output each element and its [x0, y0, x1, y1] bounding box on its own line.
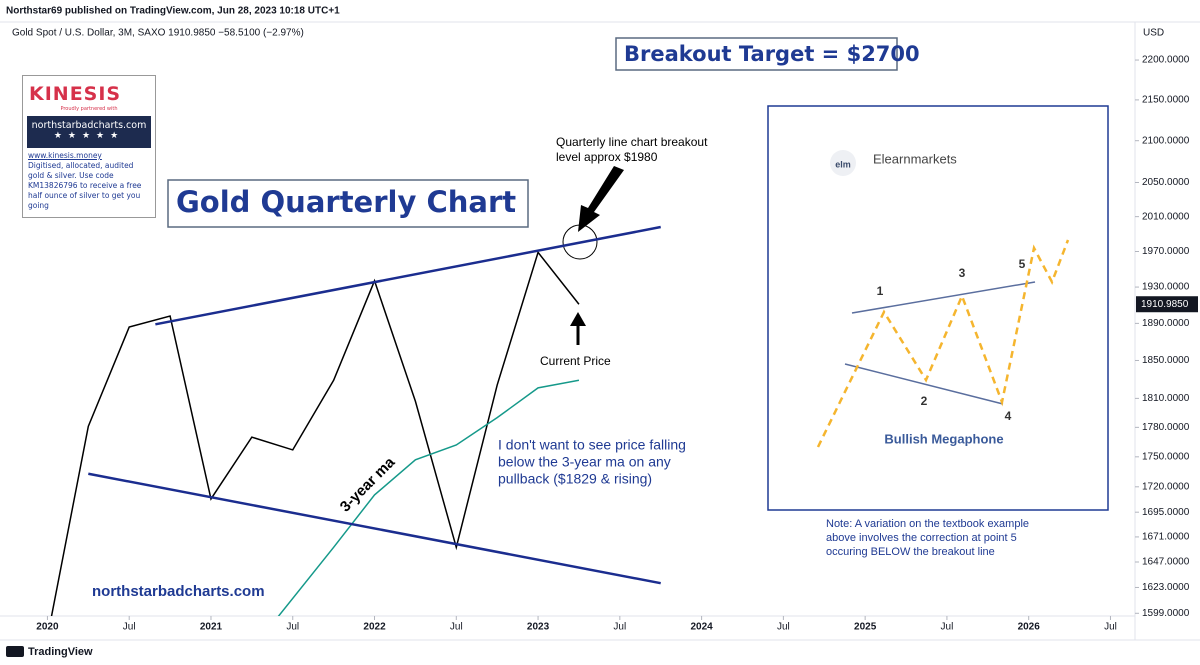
breakout-note: level approx $1980 [556, 150, 658, 164]
breakout-arrow [578, 166, 624, 232]
inset-point: 1 [877, 284, 884, 298]
title-box [167, 179, 529, 228]
current-arrow-head [570, 312, 586, 326]
x-tick-label: Jul [450, 622, 463, 633]
note: occuring BELOW the breakout line [826, 546, 995, 558]
inset-logo-text: elm [835, 159, 851, 169]
x-tick-label: 2021 [200, 622, 223, 633]
x-tick-label: Jul [1104, 622, 1117, 633]
warning: pullback ($1829 & rising) [498, 471, 652, 487]
ma-label: 3-year ma [337, 453, 399, 515]
inset-point: 3 [959, 266, 966, 280]
y-tick-label: 1930.0000 [1142, 282, 1190, 293]
kinesis-url: www.kinesis.money [28, 151, 102, 160]
partner-banner: northstarbadcharts.com ★★★★★ [27, 116, 151, 148]
y-tick-label: 1720.0000 [1142, 481, 1190, 492]
inset-point: 5 [1019, 257, 1026, 271]
warning: I don't want to see price falling [498, 437, 686, 453]
y-tick-label: 2150.0000 [1142, 95, 1190, 106]
inset [767, 105, 1109, 511]
y-tick-label: 1780.0000 [1142, 422, 1190, 433]
y-tick-label: 1671.0000 [1142, 532, 1190, 543]
y-tick-label: 1850.0000 [1142, 355, 1190, 366]
publisher: Northstar69 published on TradingView.com… [6, 6, 340, 17]
inset-upper [851, 281, 1036, 314]
breakout-note: Quarterly line chart breakout [556, 135, 708, 149]
y-tick-label: 2010.0000 [1142, 211, 1190, 222]
y-tick-label: 1695.0000 [1142, 507, 1190, 518]
partner: northstarbadcharts.com [31, 120, 147, 131]
inset-point: 2 [921, 394, 928, 408]
x-tick-label: Jul [613, 622, 626, 633]
site: northstarbadcharts.com [92, 583, 265, 600]
kinesis-box: KINESIS Proudly partnered with northstar… [22, 75, 156, 218]
x-tick-label: Jul [123, 622, 136, 633]
y-tick-label: 1810.0000 [1142, 393, 1190, 404]
kinesis-offer: Digitised, allocated, audited gold & sil… [28, 161, 142, 210]
inset-logo [830, 150, 856, 176]
y-tick-label: 1890.0000 [1142, 318, 1190, 329]
currency: USD [1143, 28, 1164, 39]
inset-lower [844, 363, 1004, 405]
kinesis-brand: KINESIS [29, 83, 122, 105]
x-tick-label: 2024 [690, 622, 713, 633]
series-line [277, 379, 580, 616]
inset-brand: Elearnmarkets [873, 151, 957, 166]
x-tick-label: 2020 [36, 622, 59, 633]
x-tick-label: 2023 [527, 622, 550, 633]
breakout-circle [562, 224, 598, 260]
y-tick-label: 2200.0000 [1142, 55, 1190, 66]
warning: below the 3-year ma on any [498, 454, 671, 470]
y-tick-label: 1599.0000 [1142, 608, 1190, 619]
x-tick-label: Jul [286, 622, 299, 633]
inset-caption: Bullish Megaphone [884, 431, 1003, 446]
tv-logo [6, 646, 24, 657]
x-tick-label: Jul [941, 622, 954, 633]
inset-point: 4 [1005, 409, 1012, 423]
y-tick-label: 1647.0000 [1142, 557, 1190, 568]
target: Breakout Target = $2700 [624, 42, 920, 66]
plot [50, 225, 661, 616]
price-tag [1136, 296, 1198, 313]
x-tick-label: Jul [777, 622, 790, 633]
series-line [50, 250, 580, 616]
y-tick-label: 1970.0000 [1142, 246, 1190, 257]
note: above involves the correction at point 5 [826, 532, 1017, 544]
y-tick-label: 1750.0000 [1142, 451, 1190, 462]
symbol: Gold Spot / U.S. Dollar, 3M, SAXO 1910.9… [12, 28, 304, 39]
trendline [88, 472, 661, 585]
stars: ★★★★★ [53, 131, 125, 141]
target-box [615, 37, 898, 71]
y-tick-label: 2100.0000 [1142, 135, 1190, 146]
price-tag-label: 1910.9850 [1141, 299, 1189, 310]
kinesis-text: www.kinesis.money Digitised, allocated, … [23, 148, 155, 211]
inset-zigzag [816, 239, 1070, 448]
note: Note: A variation on the textbook exampl… [826, 518, 1029, 530]
x-tick-label: 2026 [1018, 622, 1041, 633]
y-tick-label: 2050.0000 [1142, 177, 1190, 188]
trendline [155, 225, 661, 326]
title: Gold Quarterly Chart [176, 185, 516, 219]
y-tick-label: 1623.0000 [1142, 582, 1190, 593]
kinesis-tagline: Proudly partnered with [60, 106, 118, 112]
x-tick-label: 2025 [854, 622, 877, 633]
current-note: Current Price [540, 354, 611, 368]
x-tick-label: 2022 [363, 622, 386, 633]
footer: TradingView [28, 646, 93, 658]
